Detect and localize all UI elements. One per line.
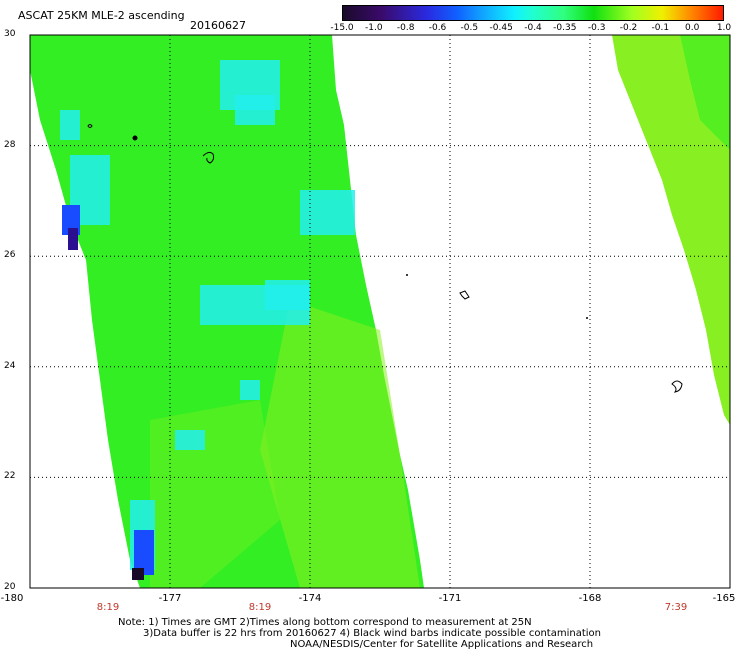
note-line-1: Note: 1) Times are GMT 2)Times along bot…: [118, 617, 532, 628]
colorbar-label: -0.45: [489, 23, 513, 33]
latitude-label: 30: [4, 29, 16, 39]
longitude-label: -171: [438, 593, 462, 604]
colorbar-label: -0.4: [524, 23, 542, 33]
swath-data: [30, 35, 730, 588]
note-line-3: NOAA/NESDIS/Center for Satellite Applica…: [290, 639, 594, 650]
longitude-label: -177: [158, 593, 182, 604]
colorbar: [342, 5, 724, 21]
colorbar-label: 1.0: [716, 23, 732, 33]
product-title: ASCAT 25KM MLE-2 ascending: [18, 9, 185, 22]
time-label: 8:19: [96, 602, 120, 613]
latitude-label: 24: [4, 360, 16, 371]
time-label: 8:19: [248, 602, 272, 613]
latitude-label: 22: [4, 471, 16, 482]
island-outlines: [87, 124, 683, 393]
time-label: 7:39: [664, 602, 688, 613]
colorbar-label: -0.6: [428, 23, 447, 33]
graticule: [30, 35, 730, 588]
colorbar-label: -1.0: [365, 23, 383, 33]
colorbar-label: -0.2: [619, 23, 638, 33]
colorbar-label: 0.0: [684, 23, 700, 33]
product-date: 20160627: [190, 19, 246, 32]
colorbar-label: -15.0: [330, 23, 354, 33]
latitude-label: 28: [4, 139, 16, 150]
longitude-label: -165: [712, 593, 736, 604]
colorbar-label: -0.3: [587, 23, 606, 33]
colorbar-label: -0.1: [651, 23, 670, 33]
map-frame: [29, 34, 731, 589]
colorbar-label: -0.35: [553, 23, 577, 33]
longitude-label: -174: [298, 593, 322, 604]
latitude-label: 20: [4, 582, 16, 592]
longitude-label: -168: [578, 593, 602, 604]
longitude-label: -180: [0, 593, 24, 604]
latitude-label: 26: [4, 250, 16, 261]
note-line-2: 3)Data buffer is 22 hrs from 20160627 4)…: [143, 628, 601, 639]
colorbar-label: -0.8: [396, 23, 415, 33]
colorbar-label: -0.5: [460, 23, 479, 33]
